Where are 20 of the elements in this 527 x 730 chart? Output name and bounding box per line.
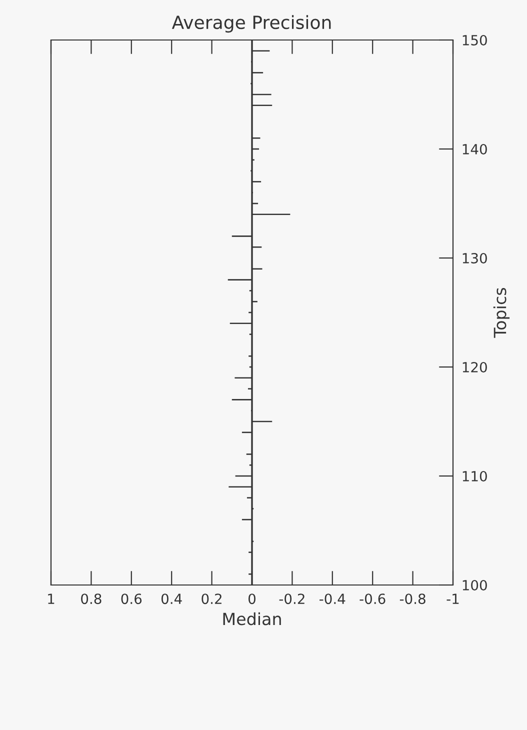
y-tick-label: 120 [462,362,487,372]
x-tick-label: 0.8 [81,594,102,604]
y-tick-label: 140 [462,144,487,154]
x-tick-label: -0.4 [320,594,346,604]
chart-title: Average Precision [172,15,331,33]
x-tick-label: 0.2 [202,594,222,604]
x-tick-label: -0.8 [400,594,426,604]
x-tick-label: -0.6 [360,594,386,604]
x-tick-label: 0.4 [161,594,182,604]
x-tick-label: -0.2 [279,594,304,604]
x-tick-label: -1 [446,594,459,604]
y-tick-label: 130 [462,252,487,264]
y-tick-label: 110 [462,470,487,482]
y-tick-label: 100 [462,580,487,590]
y-tick-label: 150 [462,34,487,46]
y-axis-title: Topics [493,288,510,338]
x-axis-title: Median [223,612,281,626]
x-tick-label: 0 [248,594,256,604]
x-tick-label: 1 [48,594,54,604]
x-tick-label: 0.6 [121,594,142,604]
